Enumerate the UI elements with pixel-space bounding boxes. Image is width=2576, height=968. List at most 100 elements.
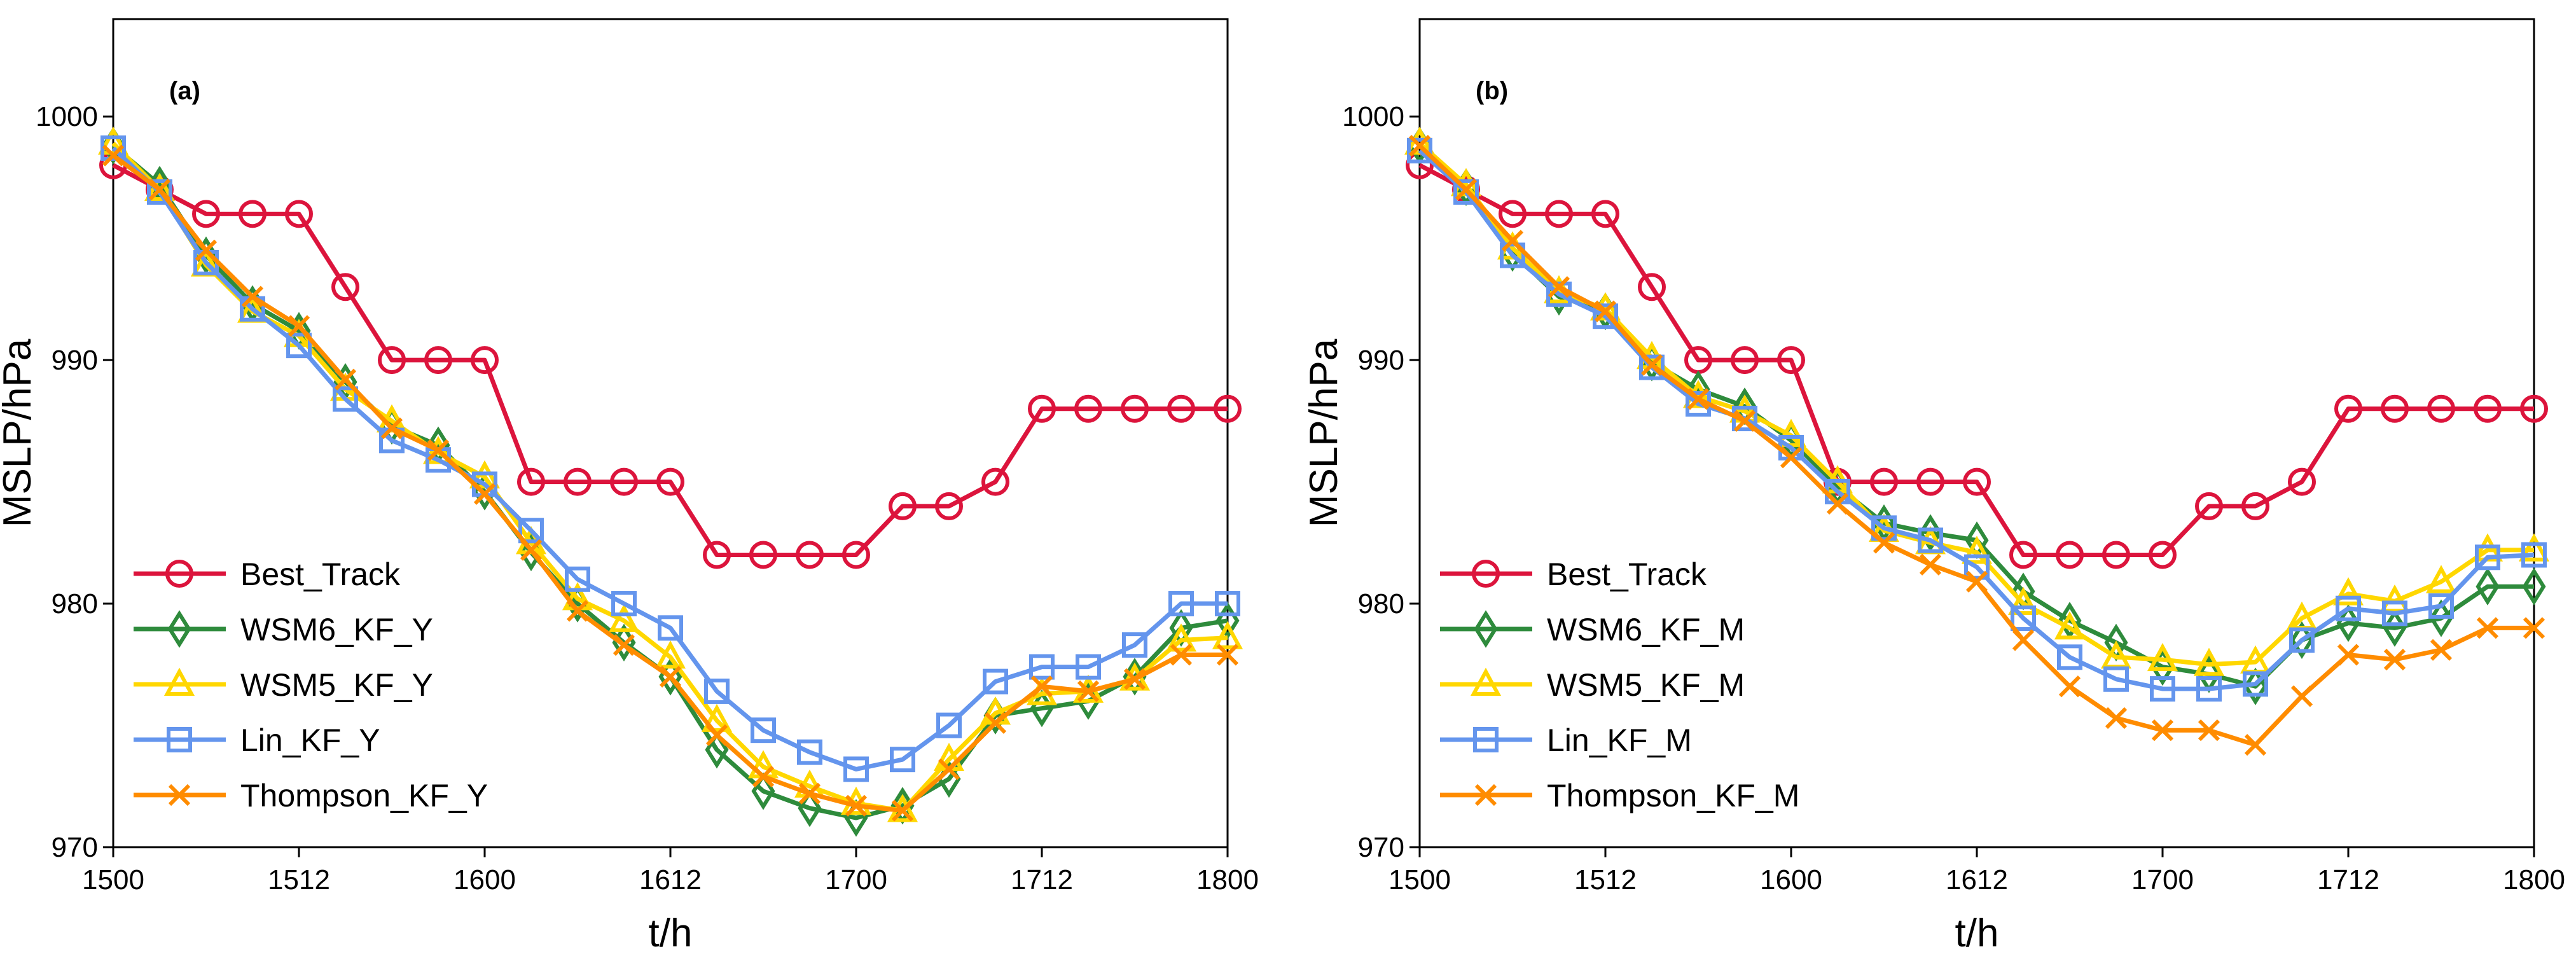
legend-label: Lin_KF_Y [240, 723, 380, 758]
data-point [2243, 667, 2268, 705]
data-point [935, 492, 963, 520]
data-point [704, 678, 730, 704]
data-point [1777, 346, 1805, 375]
legend-marker [167, 610, 191, 648]
data-point [2520, 394, 2548, 423]
data-point [1870, 467, 1898, 496]
data-point [2381, 394, 2409, 423]
legend-label: Lin_KF_M [1547, 723, 1692, 758]
x-tick-label: 1800 [2503, 864, 2565, 895]
data-point [2476, 567, 2500, 605]
panel-label: (a) [169, 77, 200, 105]
data-point [2382, 600, 2407, 626]
x-tick-label: 1500 [82, 864, 144, 895]
data-point [705, 724, 728, 746]
data-point [1165, 623, 1197, 652]
data-point [2011, 605, 2036, 632]
data-point [659, 665, 682, 688]
y-tick-label: 970 [52, 832, 98, 863]
data-point [1407, 137, 1432, 163]
data-point [1123, 668, 1146, 690]
x-tick-label: 1800 [1196, 864, 1259, 895]
data-point [1964, 554, 1990, 580]
data-point [1215, 591, 1240, 617]
data-point [938, 758, 960, 780]
data-point [1076, 654, 1101, 680]
data-point [2289, 627, 2315, 653]
legend: Best_Track WSM6_KF_Y WSM5_KF_Y Lin_KF_Y Thom… [134, 557, 488, 813]
data-point [517, 467, 545, 496]
series-Best_Track [1406, 151, 2548, 569]
x-tick-label: 1512 [1574, 864, 1637, 895]
legend-marker [167, 727, 192, 752]
data-point [1639, 354, 1665, 380]
data-point [1030, 675, 1053, 698]
data-point [2518, 533, 2550, 562]
data-point [1963, 467, 1991, 496]
data-point [1216, 644, 1239, 666]
data-point [566, 600, 589, 622]
y-axis-title: MSLP/hPa [0, 338, 39, 527]
legend-marker [1474, 610, 1498, 648]
data-point [2379, 584, 2411, 613]
data-point [2337, 644, 2360, 666]
series-Lin_KF_Y [100, 135, 1240, 782]
data-point [287, 315, 310, 337]
legend-label: Best_Track [1547, 557, 1707, 592]
legend-label: WSM6_KF_M [1547, 612, 1745, 647]
data-point [334, 368, 357, 391]
data-point [2150, 676, 2175, 702]
data-point [2476, 617, 2499, 639]
data-point [981, 467, 1009, 496]
data-point [1077, 680, 1100, 703]
data-point [608, 604, 640, 632]
data-point [2007, 586, 2039, 616]
x-tick-label: 1700 [825, 864, 887, 895]
data-point [1028, 394, 1056, 423]
data-point [654, 640, 686, 669]
data-point [2243, 671, 2268, 697]
series-line [111, 141, 1228, 813]
legend-label: WSM5_KF_Y [240, 667, 433, 703]
x-tick-label: 1500 [1388, 864, 1451, 895]
data-point [1074, 394, 1102, 423]
data-point [2193, 647, 2225, 676]
series-line [1418, 149, 2535, 691]
data-point [2195, 492, 2223, 520]
data-point [2151, 719, 2174, 742]
data-point [1733, 410, 1756, 432]
y-axis-title: MSLP/hPa [1302, 338, 1346, 527]
data-point [473, 483, 496, 505]
data-point [1168, 591, 1194, 617]
x-tick-label: 1700 [2131, 864, 2194, 895]
y-tick-label: 980 [52, 588, 98, 619]
x-axis-title: t/h [1955, 911, 1999, 955]
data-point [1640, 354, 1663, 376]
data-point [2332, 577, 2364, 605]
legend-label: WSM5_KF_M [1547, 667, 1745, 703]
data-point [1548, 276, 1570, 298]
data-point [1169, 609, 1193, 647]
data-point [890, 747, 915, 773]
legend-marker [1473, 727, 1499, 752]
data-point [1122, 632, 1147, 658]
data-point [658, 615, 683, 641]
legend-label: WSM6_KF_Y [240, 612, 433, 647]
x-tick-label: 1512 [268, 864, 330, 895]
chart-panel-b: 970 980 990 1000 1500 1512 1600 1612 1700 1712 180… [1302, 18, 2565, 955]
data-point [2288, 467, 2316, 496]
data-point [984, 712, 1007, 734]
data-point [241, 286, 264, 308]
data-point [842, 541, 870, 569]
chart-panel-a: 970 980 990 1000 1500 1512 1600 1612 1700 1712 180… [0, 18, 1259, 955]
data-point [936, 712, 962, 738]
data-point [424, 346, 452, 375]
data-point [2241, 492, 2269, 520]
data-point [701, 703, 733, 732]
data-point [2474, 394, 2502, 423]
data-point [705, 731, 729, 769]
data-point [1501, 230, 1524, 252]
data-point [2102, 541, 2130, 569]
x-tick-label: 1612 [639, 864, 702, 895]
